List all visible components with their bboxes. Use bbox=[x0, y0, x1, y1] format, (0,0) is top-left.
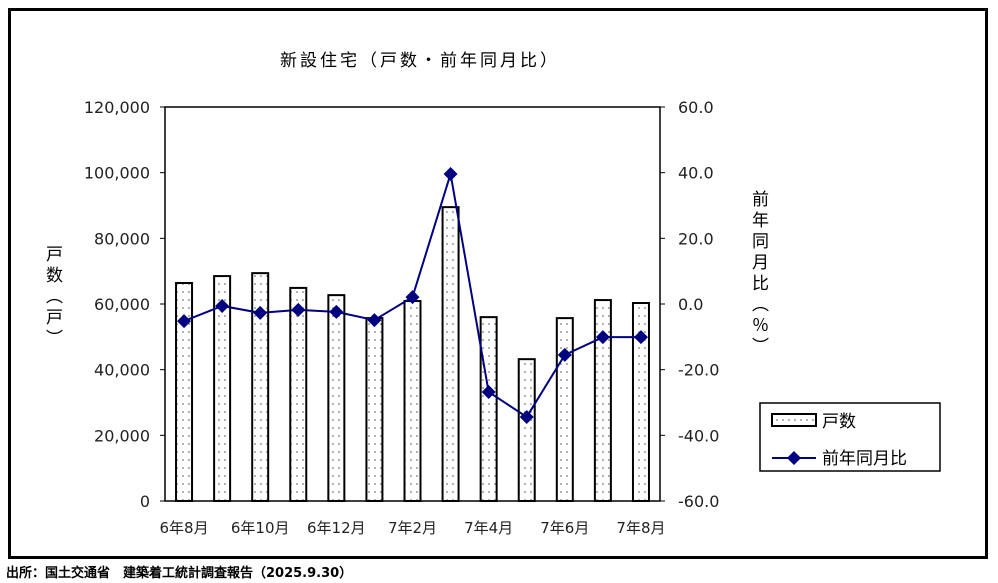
bar bbox=[251, 272, 270, 502]
bar bbox=[593, 299, 612, 502]
x-tick-label: 6年8月 bbox=[159, 519, 208, 537]
legend-label-bar: 戸数 bbox=[822, 412, 856, 432]
legend-label-line: 前年同月比 bbox=[822, 449, 907, 469]
bar bbox=[441, 206, 460, 502]
line-marker bbox=[405, 290, 420, 305]
y2-tick-label: 0.0 bbox=[678, 295, 703, 314]
x-tick-label: 7年8月 bbox=[616, 519, 665, 537]
bar bbox=[365, 317, 384, 503]
x-tick-label: 7年2月 bbox=[388, 519, 437, 537]
bar bbox=[289, 286, 308, 502]
x-tick-label: 6年12月 bbox=[307, 519, 366, 537]
line-marker bbox=[291, 302, 306, 317]
y2-tick-label: 20.0 bbox=[678, 229, 714, 248]
line-marker bbox=[443, 166, 458, 181]
bar bbox=[631, 302, 650, 503]
x-tick-label: 7年4月 bbox=[464, 519, 513, 537]
chart-frame bbox=[8, 8, 988, 559]
y-tick-label: 0 bbox=[140, 492, 150, 511]
legend-bar-swatch bbox=[771, 413, 817, 427]
bar bbox=[403, 300, 422, 503]
y-tick-label: 120,000 bbox=[84, 98, 150, 117]
y2-tick-label: 40.0 bbox=[678, 164, 714, 183]
legend-marker bbox=[787, 451, 801, 465]
y2-axis-title: 前年同月比（％） bbox=[748, 190, 768, 358]
y-tick-label: 40,000 bbox=[94, 361, 150, 380]
x-tick-label: 7年6月 bbox=[540, 519, 589, 537]
y-axis-title: 戸数（戸） bbox=[42, 245, 62, 350]
y2-tick-label: -60.0 bbox=[678, 492, 719, 511]
line-marker bbox=[519, 409, 534, 424]
y2-tick-label: 60.0 bbox=[678, 98, 714, 117]
line-marker bbox=[633, 330, 648, 345]
source-note: 出所：国土交通省 建築着工統計調査報告（2025.9.30） bbox=[6, 566, 353, 581]
line-marker bbox=[329, 304, 344, 319]
bar bbox=[479, 316, 498, 502]
line-marker bbox=[177, 314, 192, 329]
bar bbox=[175, 281, 194, 502]
y-tick-label: 80,000 bbox=[94, 229, 150, 248]
x-tick-label: 6年10月 bbox=[231, 519, 290, 537]
line-marker bbox=[481, 384, 496, 399]
chart-title: 新設住宅（戸数・前年同月比） bbox=[280, 51, 560, 71]
y-tick-label: 100,000 bbox=[84, 164, 150, 183]
y-tick-label: 60,000 bbox=[94, 295, 150, 314]
bar bbox=[517, 358, 536, 502]
line-marker bbox=[215, 298, 230, 313]
line-marker bbox=[367, 313, 382, 328]
line-marker bbox=[595, 330, 610, 345]
line-marker bbox=[557, 347, 572, 362]
y2-tick-label: -20.0 bbox=[678, 361, 719, 380]
bar bbox=[555, 317, 574, 503]
bar bbox=[327, 294, 346, 503]
line-marker bbox=[253, 305, 268, 320]
chart: 新設住宅（戸数・前年同月比） 0 20,000 40,000 60,000 80,000… bbox=[84, 51, 941, 537]
y2-tick-label: -40.0 bbox=[678, 426, 719, 445]
y-tick-label: 20,000 bbox=[94, 426, 150, 445]
bar bbox=[213, 275, 232, 503]
